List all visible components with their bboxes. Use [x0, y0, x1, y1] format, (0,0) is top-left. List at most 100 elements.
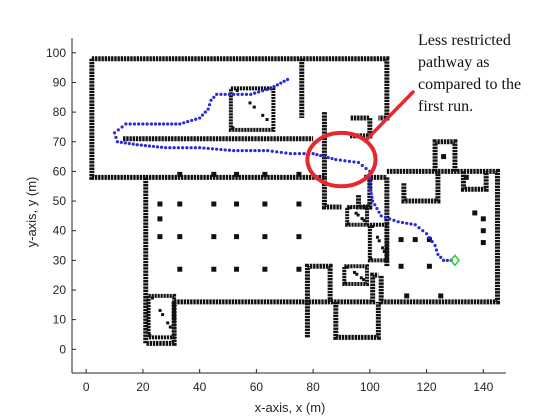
- path-point: [445, 258, 449, 262]
- obstacle-speck: [377, 239, 381, 243]
- path-point: [364, 166, 368, 171]
- path-point: [219, 92, 223, 96]
- path-point: [409, 222, 413, 226]
- path-point: [115, 140, 119, 144]
- obstacle-speck: [248, 101, 252, 105]
- path-point: [249, 92, 253, 96]
- obstacle-block: [345, 204, 370, 227]
- obstacle-speck: [362, 278, 366, 282]
- obstacle-speck: [231, 126, 235, 130]
- y-tick-label: 60: [53, 164, 67, 178]
- highlight-ellipse: [305, 130, 378, 189]
- obstacle-speck: [161, 313, 165, 317]
- obstacle-pillar: [398, 263, 404, 269]
- obstacle-speck: [359, 276, 363, 280]
- path-point: [282, 79, 286, 83]
- path-point: [212, 95, 216, 99]
- path-point: [114, 135, 118, 139]
- path-point: [430, 239, 434, 244]
- obstacle-pillar: [296, 171, 302, 177]
- obstacle-wall: [304, 263, 333, 338]
- obstacle-block: [367, 222, 389, 263]
- obstacle-speck: [346, 265, 350, 269]
- annotation-line: Less restricted: [418, 32, 511, 49]
- path-point: [166, 122, 170, 126]
- annotation-line: first run.: [418, 98, 474, 115]
- obstacle-pillar: [157, 201, 163, 207]
- obstacle-pillar: [211, 171, 217, 177]
- path-point: [194, 117, 198, 121]
- path-point: [427, 236, 432, 240]
- obstacle-pillar: [211, 266, 217, 272]
- path-point: [236, 92, 240, 96]
- obstacle-wall: [378, 168, 500, 305]
- obstacle-pillars: [157, 154, 486, 299]
- annotation-line: pathway as: [418, 54, 490, 71]
- obstacle-wall: [333, 301, 381, 340]
- obstacle-speck: [369, 257, 373, 261]
- x-tick-label: 60: [250, 380, 264, 394]
- obstacle-speck: [382, 249, 386, 253]
- path-point: [232, 92, 236, 96]
- path-point: [261, 149, 266, 153]
- path-point: [279, 81, 283, 85]
- path-point: [330, 156, 334, 161]
- obstacle-wall: [91, 56, 390, 121]
- path-point: [200, 113, 205, 117]
- path-point: [181, 146, 185, 150]
- path-point: [375, 206, 379, 211]
- path-point: [249, 149, 253, 153]
- obstacle-pillar: [262, 171, 268, 177]
- obstacle-pillar: [398, 237, 404, 243]
- obstacle-pillar: [157, 234, 163, 240]
- path-point: [279, 150, 283, 155]
- path-point: [141, 122, 145, 126]
- path-point: [164, 146, 168, 150]
- path-point: [153, 122, 158, 126]
- path-point: [174, 122, 178, 126]
- obstacle-speck: [356, 213, 360, 217]
- path-point: [326, 155, 330, 160]
- path-point: [421, 229, 425, 233]
- path-point: [227, 148, 232, 152]
- obstacle-speck: [166, 321, 170, 325]
- path-point: [266, 149, 270, 153]
- obstacle-speck: [346, 222, 350, 226]
- path-point: [369, 192, 373, 196]
- path-point: [236, 149, 240, 153]
- y-tick-label: 50: [53, 194, 67, 208]
- path-point: [170, 122, 174, 126]
- path-point: [190, 118, 194, 123]
- path-point: [193, 146, 197, 150]
- obstacle-speck: [265, 118, 269, 122]
- path-point: [368, 184, 372, 188]
- path-point: [405, 221, 409, 225]
- path-point: [120, 125, 124, 129]
- path-point: [356, 160, 361, 165]
- path-point: [223, 148, 227, 152]
- path-point: [424, 232, 429, 236]
- x-tick-label: 0: [83, 380, 90, 394]
- path-point: [373, 203, 377, 207]
- obstacle-pillar: [426, 263, 432, 269]
- path-point: [439, 255, 443, 259]
- path-point: [343, 159, 347, 163]
- path-point: [185, 146, 189, 150]
- obstacle-pillar: [262, 266, 268, 272]
- path-point: [240, 149, 244, 153]
- path-point: [293, 152, 297, 156]
- path-point: [207, 103, 212, 107]
- obstacle-pillar: [480, 240, 486, 246]
- path-point: [338, 158, 342, 162]
- path-point: [392, 218, 396, 222]
- path-point: [253, 91, 257, 95]
- obstacle-speck: [355, 272, 359, 276]
- obstacle-pillar: [234, 171, 240, 177]
- path-point: [302, 152, 306, 156]
- path-point: [360, 163, 364, 168]
- x-tick-label: 140: [473, 380, 493, 394]
- path-point: [285, 77, 290, 82]
- x-tick-label: 40: [193, 380, 207, 394]
- path-point: [433, 243, 437, 248]
- path-point: [203, 110, 207, 114]
